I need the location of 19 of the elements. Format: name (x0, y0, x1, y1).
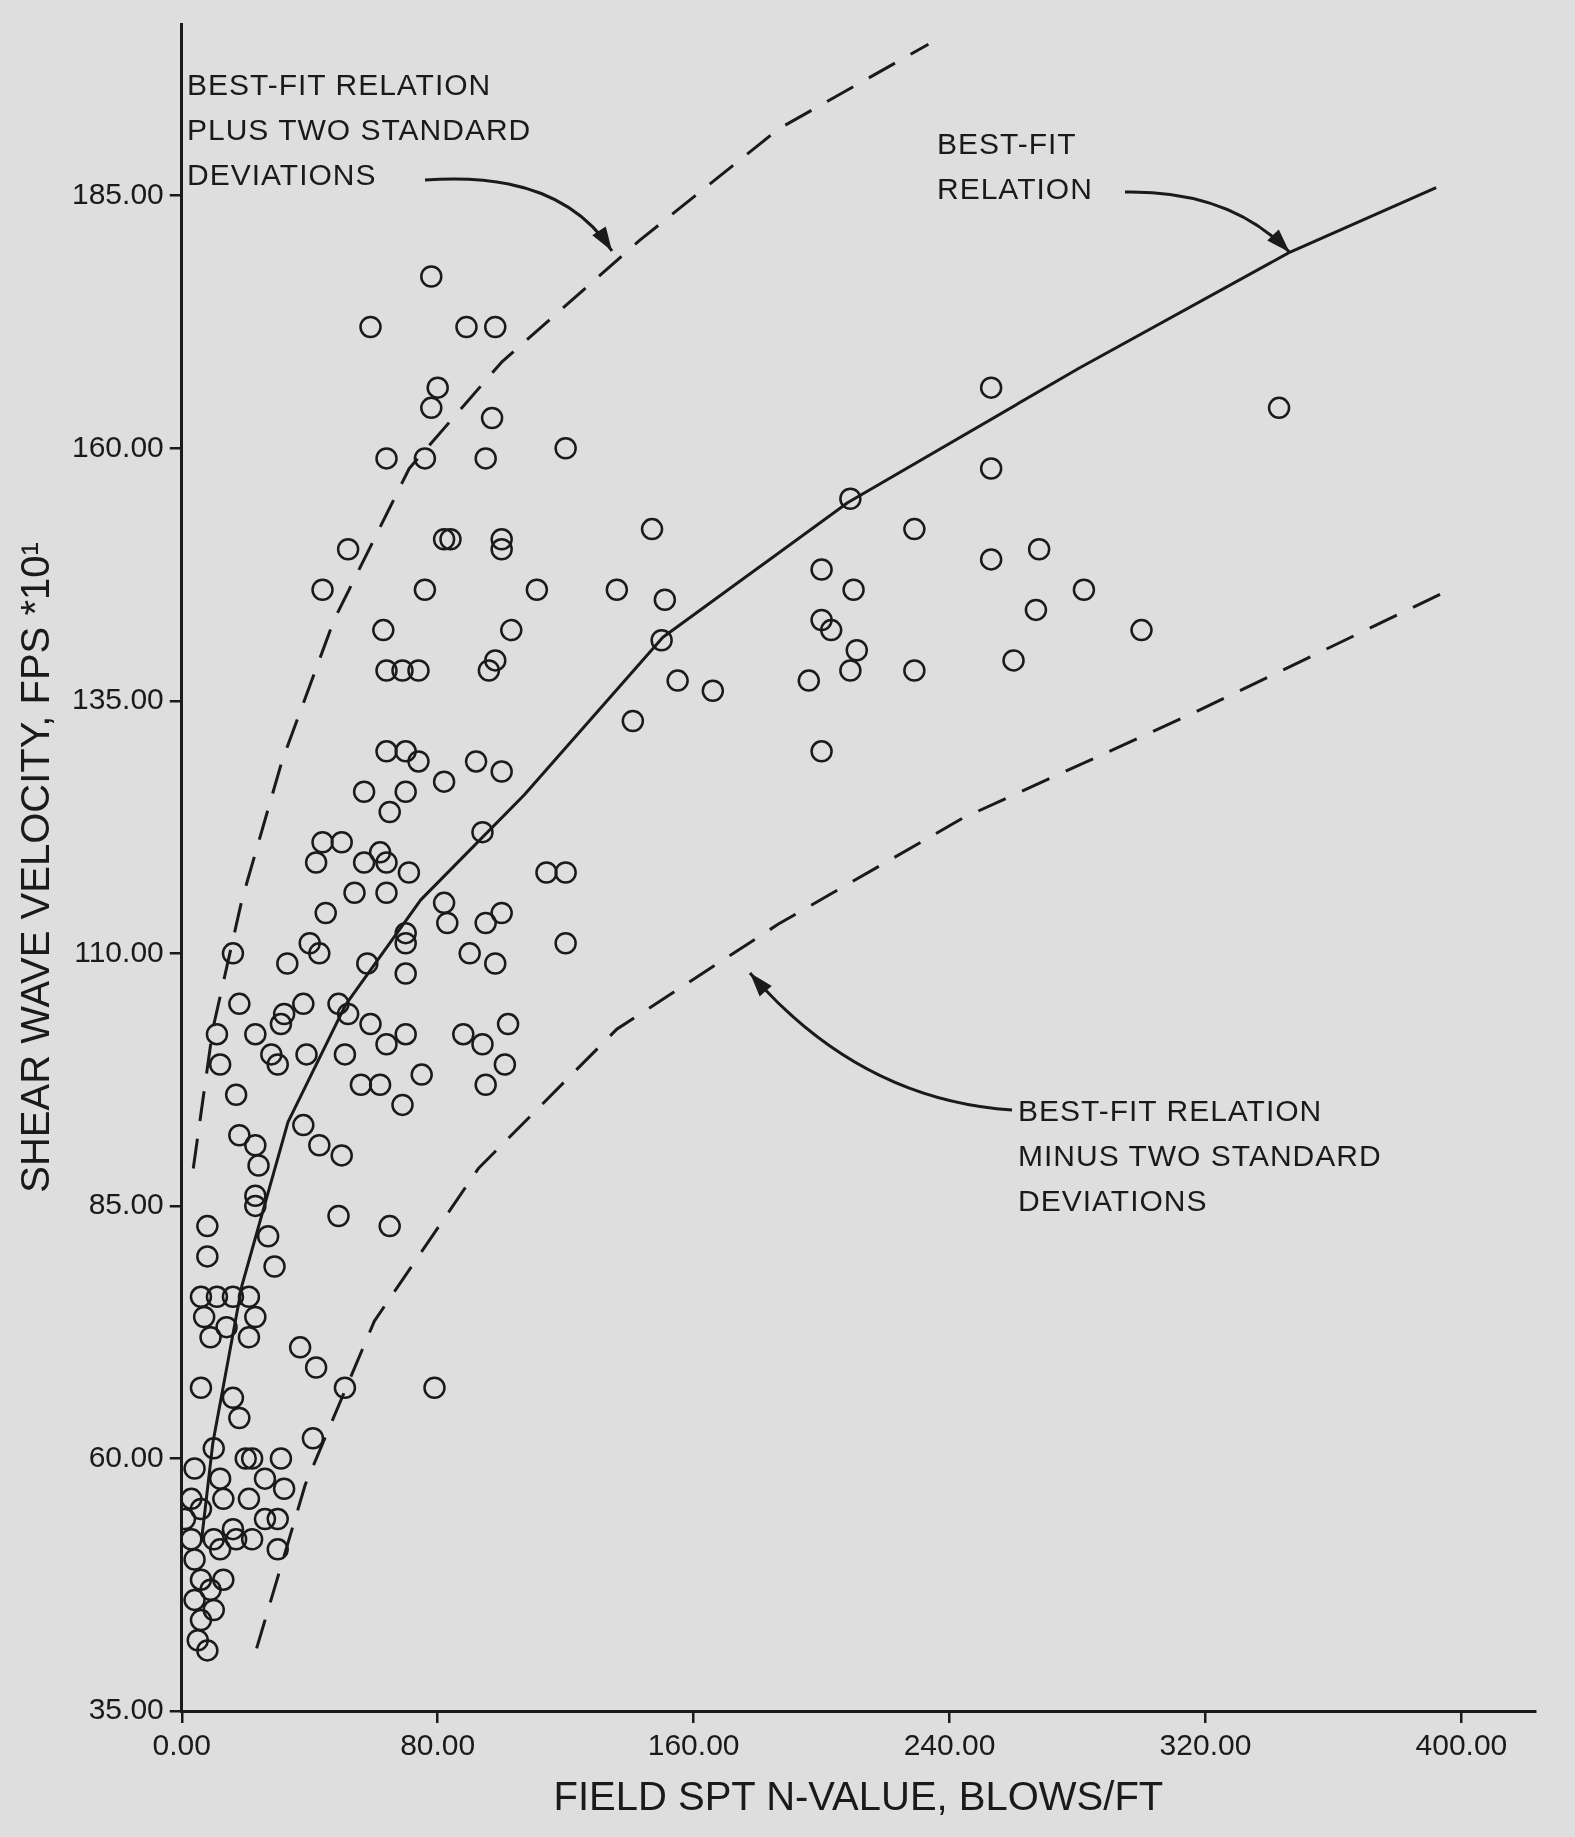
line-series (191, 42, 930, 1171)
x-axis-title: FIELD SPT N-VALUE, BLOWS/FT (553, 1774, 1164, 1819)
x-tick-label: 320.00 (1159, 1728, 1252, 1762)
annotation: BEST-FIT RELATION MINUS TWO STANDARD DEVIATIONS (1018, 1093, 1383, 1219)
x-tick-label: 240.00 (903, 1728, 996, 1762)
y-tick-label: 60.00 (88, 1439, 164, 1473)
y-tick-label: 185.00 (71, 177, 164, 210)
y-tick-label: 110.00 (74, 934, 164, 968)
x-tick-label: 400.00 (1415, 1728, 1508, 1762)
x-tick-label: 160.00 (647, 1728, 740, 1762)
x-tick-label: 80.00 (400, 1728, 476, 1762)
y-tick-label: 160.00 (71, 429, 164, 463)
x-tick-label: 0.00 (152, 1728, 211, 1762)
y-tick-label: 35.00 (88, 1692, 164, 1726)
annotation: BEST-FIT RELATION (937, 126, 1094, 207)
y-axis-title: SHEAR WAVE VELOCITY, FPS *10¹ (13, 542, 58, 1193)
y-tick-label: 135.00 (71, 682, 164, 716)
annotation: BEST-FIT RELATION PLUS TWO STANDARD DEVIATIONS (187, 67, 533, 193)
y-tick-label: 85.00 (88, 1187, 164, 1221)
